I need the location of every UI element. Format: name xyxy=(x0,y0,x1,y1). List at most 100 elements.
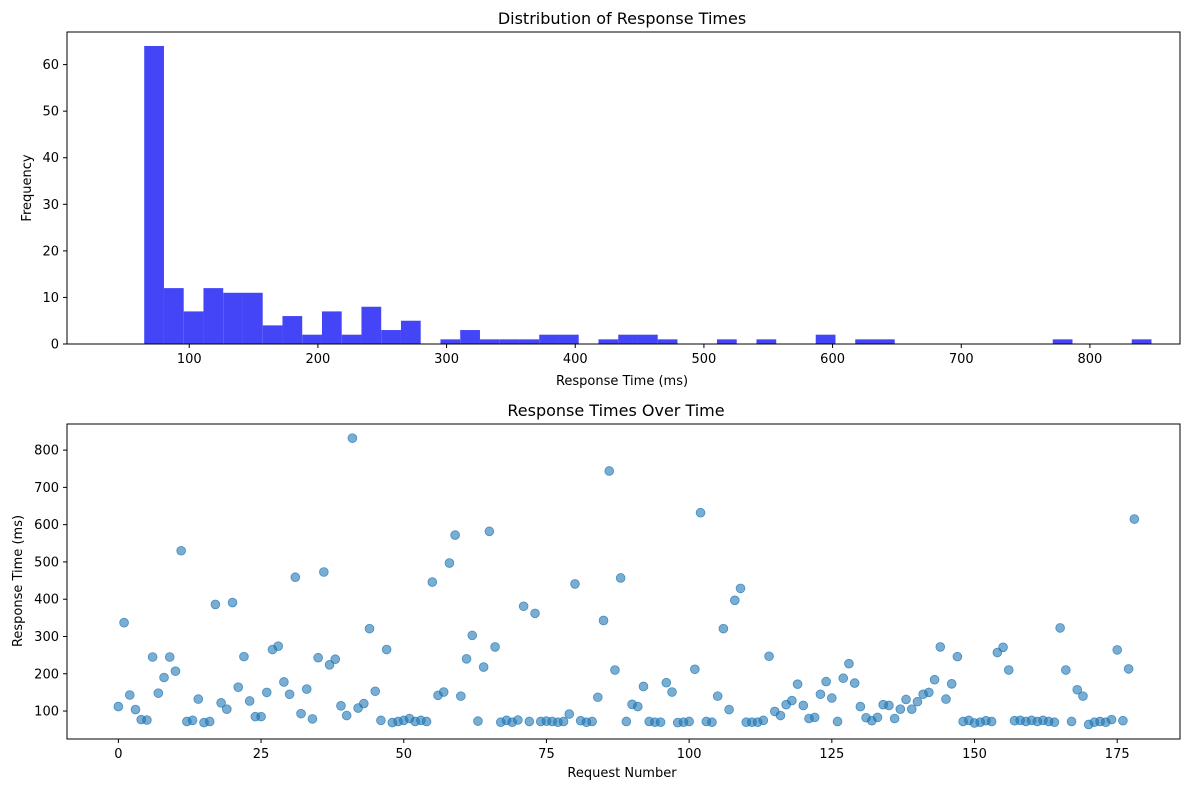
histogram-bar xyxy=(361,307,381,344)
scatter-point xyxy=(154,689,163,698)
scatter-y-ticks: 100 200 300 400 500 600 700 800 xyxy=(34,444,67,720)
scatter-y-tick-label: 700 xyxy=(34,481,59,496)
scatter-point xyxy=(319,568,328,577)
scatter-point xyxy=(599,616,608,625)
scatter-point xyxy=(759,716,768,725)
histogram-bar xyxy=(282,316,302,344)
histogram-bar xyxy=(243,293,263,344)
scatter-point xyxy=(942,695,951,704)
histogram-bars xyxy=(144,46,1151,344)
scatter-point xyxy=(1124,665,1133,674)
scatter-chart: Response Times Over Time 0 25 50 75 100 125 15… xyxy=(11,401,1180,781)
scatter-point xyxy=(890,714,899,723)
scatter-point xyxy=(713,692,722,701)
histogram-bar xyxy=(598,339,618,344)
scatter-point xyxy=(685,717,694,726)
scatter-y-tick-label: 800 xyxy=(34,444,59,459)
scatter-point xyxy=(525,717,534,726)
scatter-point xyxy=(194,695,203,704)
histogram-y-tick-label: 30 xyxy=(42,198,59,213)
scatter-point xyxy=(531,609,540,618)
scatter-point xyxy=(302,685,311,694)
scatter-point xyxy=(565,710,574,719)
scatter-point xyxy=(279,678,288,687)
scatter-point xyxy=(736,584,745,593)
histogram-x-tick-label: 300 xyxy=(434,352,459,367)
scatter-y-label: Response Time (ms) xyxy=(11,515,26,647)
scatter-x-tick-label: 50 xyxy=(395,747,412,762)
scatter-point xyxy=(491,643,500,652)
scatter-point xyxy=(1079,692,1088,701)
scatter-point xyxy=(222,705,231,714)
scatter-y-tick-label: 200 xyxy=(34,667,59,682)
scatter-point xyxy=(228,598,237,607)
scatter-point xyxy=(708,718,717,727)
scatter-x-label: Request Number xyxy=(567,766,677,781)
scatter-point xyxy=(999,643,1008,652)
histogram-bar xyxy=(519,339,539,344)
histogram-bar xyxy=(816,335,836,344)
histogram-bar xyxy=(401,321,421,344)
scatter-point xyxy=(342,711,351,720)
scatter-point xyxy=(776,711,785,720)
scatter-point xyxy=(873,713,882,722)
scatter-point xyxy=(160,673,169,682)
scatter-point xyxy=(165,653,174,662)
scatter-point xyxy=(519,602,528,611)
histogram-bar xyxy=(223,293,243,344)
scatter-x-tick-label: 150 xyxy=(962,747,987,762)
scatter-point xyxy=(479,663,488,672)
scatter-point xyxy=(365,624,374,633)
histogram-bar xyxy=(381,330,401,344)
scatter-point xyxy=(285,690,294,699)
scatter-point xyxy=(765,652,774,661)
scatter-point xyxy=(1067,717,1076,726)
scatter-point xyxy=(793,680,802,689)
histogram-x-tick-label: 100 xyxy=(177,352,202,367)
scatter-y-tick-label: 300 xyxy=(34,630,59,645)
histogram-bar xyxy=(539,335,559,344)
histogram-bar xyxy=(618,335,638,344)
histogram-y-tick-label: 10 xyxy=(42,291,59,306)
scatter-point xyxy=(114,702,123,711)
scatter-point xyxy=(696,508,705,517)
scatter-point xyxy=(725,705,734,714)
histogram-y-tick-label: 60 xyxy=(42,58,59,73)
scatter-point xyxy=(850,679,859,688)
scatter-point xyxy=(559,717,568,726)
scatter-point xyxy=(588,717,597,726)
scatter-point xyxy=(571,580,580,589)
scatter-point xyxy=(245,697,254,706)
scatter-point xyxy=(816,690,825,699)
scatter-point xyxy=(930,675,939,684)
scatter-x-tick-label: 125 xyxy=(819,747,844,762)
histogram-x-label: Response Time (ms) xyxy=(556,374,688,389)
scatter-point xyxy=(382,645,391,654)
scatter-point xyxy=(445,559,454,568)
histogram-bar xyxy=(855,339,875,344)
scatter-point xyxy=(616,574,625,583)
scatter-point xyxy=(656,718,665,727)
scatter-x-tick-label: 75 xyxy=(538,747,555,762)
scatter-point xyxy=(953,652,962,661)
histogram-x-tick-label: 600 xyxy=(820,352,845,367)
scatter-point xyxy=(337,701,346,710)
scatter-point xyxy=(131,705,140,714)
scatter-point xyxy=(308,714,317,723)
scatter-point xyxy=(262,688,271,697)
scatter-point xyxy=(428,578,437,587)
scatter-point xyxy=(896,705,905,714)
histogram-bar xyxy=(184,311,204,344)
scatter-point xyxy=(622,717,631,726)
scatter-point xyxy=(120,618,129,627)
scatter-point xyxy=(422,717,431,726)
histogram-bar xyxy=(263,325,283,344)
histogram-bar xyxy=(875,339,895,344)
histogram-title: Distribution of Response Times xyxy=(498,9,746,28)
histogram-bar xyxy=(638,335,658,344)
scatter-point xyxy=(1056,624,1065,633)
scatter-point xyxy=(902,695,911,704)
scatter-point xyxy=(359,699,368,708)
scatter-point xyxy=(348,434,357,443)
scatter-point xyxy=(514,716,523,725)
